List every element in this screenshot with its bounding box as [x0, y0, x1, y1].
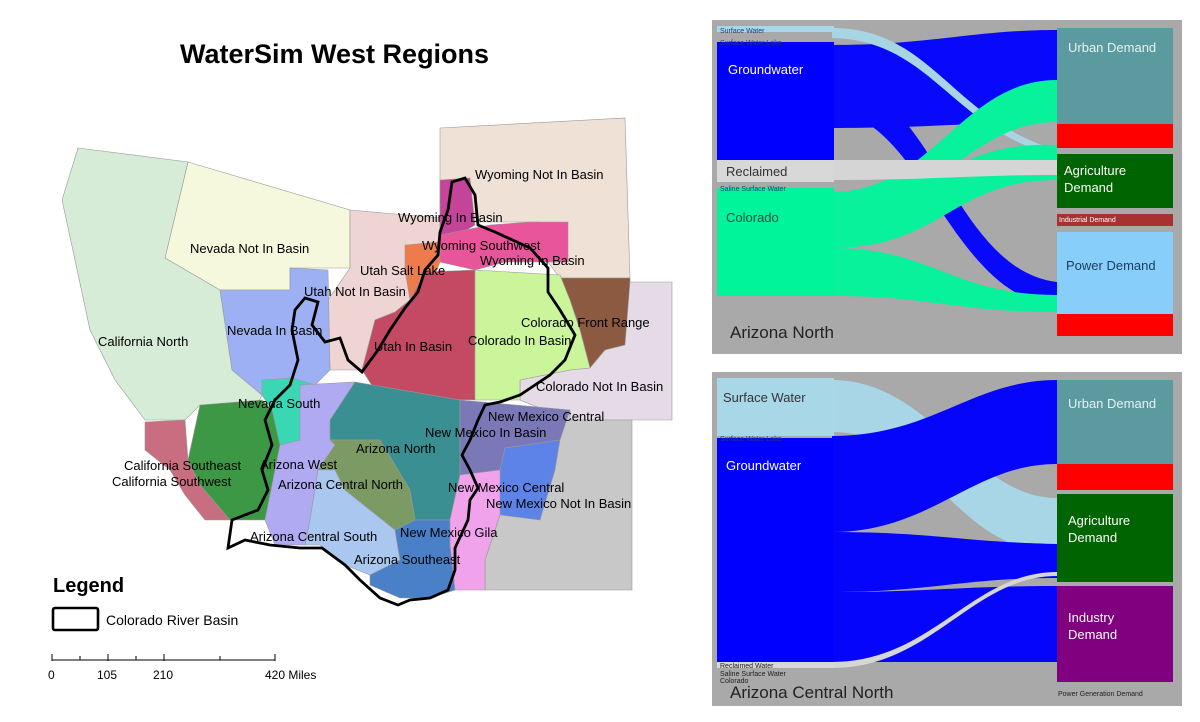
scale-tick: 210 [153, 668, 173, 682]
region-label: Nevada Not In Basin [190, 241, 309, 256]
region-label: New Mexico Gila [400, 525, 498, 540]
demand-label: Urban Demand [1068, 396, 1156, 411]
source-label: Surface Water Lake [720, 436, 782, 443]
region-label: Arizona Central North [278, 477, 403, 492]
demand-label: Urban Demand [1068, 40, 1156, 55]
region-label: California North [98, 334, 188, 349]
sankey-arizona-north: Surface Water Surface Water Lake Groundw… [712, 20, 1182, 354]
legend-title: Legend [53, 575, 124, 597]
source-label: Saline Surface Water [720, 186, 787, 193]
region-label: Colorado In Basin [468, 333, 571, 348]
demand-label: Agriculture Demand [1064, 163, 1126, 195]
legend-basin-label: Colorado River Basin [106, 612, 238, 628]
scale-tick: 0 [48, 668, 55, 682]
region-label: Nevada In Basin [227, 323, 322, 338]
demand-label: Agriculture Demand [1068, 513, 1130, 545]
source-label: Surface Water [720, 28, 765, 35]
legend-basin-swatch [51, 606, 100, 632]
colorado-river-basin-outline [226, 176, 577, 607]
demand-label: Industry Demand [1068, 610, 1117, 642]
region-label: Wyoming In Basin [398, 210, 503, 225]
region-label: Arizona Southeast [354, 552, 461, 567]
map-title: WaterSim West Regions [180, 39, 489, 69]
region-label: Utah In Basin [374, 339, 452, 354]
region-label: Wyoming In Basin [480, 253, 585, 268]
region-label: New Mexico Central [448, 480, 564, 495]
demand-label: Industrial Demand [1059, 217, 1116, 224]
source-label: Groundwater [728, 62, 804, 77]
region-labels: Wyoming Not In Basin Wyoming In Basin Wy… [98, 167, 663, 567]
sankey-arizona-central-north: Surface Water Surface Water Lake Groundw… [712, 372, 1182, 706]
region-label: Colorado Front Range [521, 315, 650, 330]
region-label: Wyoming Southwest [422, 238, 541, 253]
region-label: Colorado Not In Basin [536, 379, 663, 394]
region-label: Utah Not In Basin [304, 284, 406, 299]
region-label: New Mexico Not In Basin [486, 496, 631, 511]
region-label: Arizona Central South [250, 529, 377, 544]
source-label: Groundwater [726, 458, 802, 473]
region-label: Arizona North [356, 441, 435, 456]
region-label: New Mexico In Basin [425, 425, 546, 440]
source-label: Saline Surface Water [720, 671, 787, 678]
region-map: WaterSim West Regions Wyoming Not In Bas… [48, 39, 673, 682]
region-label: Utah Salt Lake [360, 263, 445, 278]
source-label: Colorado [726, 210, 779, 225]
scale-tick: 420 Miles [265, 668, 316, 682]
sankey-region-title: Arizona North [730, 323, 834, 342]
source-label: Surface Water Lake [720, 40, 782, 47]
region-label: New Mexico Central [488, 409, 604, 424]
demand-label: Power Generation Demand [1058, 691, 1143, 698]
region-label: Nevada South [238, 396, 320, 411]
region-label: Arizona West [260, 457, 337, 472]
source-label: Colorado [720, 678, 749, 685]
region-california-southwest[interactable] [144, 419, 231, 521]
scale-tick: 105 [97, 668, 117, 682]
region-label: California Southwest [112, 474, 232, 489]
region-label: California Southeast [124, 458, 241, 473]
source-label: Reclaimed [726, 164, 787, 179]
region-label: Wyoming Not In Basin [475, 167, 604, 182]
sankey-region-title: Arizona Central North [730, 683, 893, 702]
map-legend: Legend Colorado River Basin [51, 575, 238, 632]
scale-bar: 0 105 210 420 Miles [48, 654, 316, 682]
region-wyoming-southwest[interactable] [439, 221, 569, 271]
region-colorado-in-basin[interactable] [474, 269, 591, 401]
demand-label: Power Demand [1066, 258, 1156, 273]
region-polygons [61, 117, 673, 599]
source-label: Surface Water [723, 390, 806, 405]
source-label: Reclaimed Water [720, 663, 774, 670]
